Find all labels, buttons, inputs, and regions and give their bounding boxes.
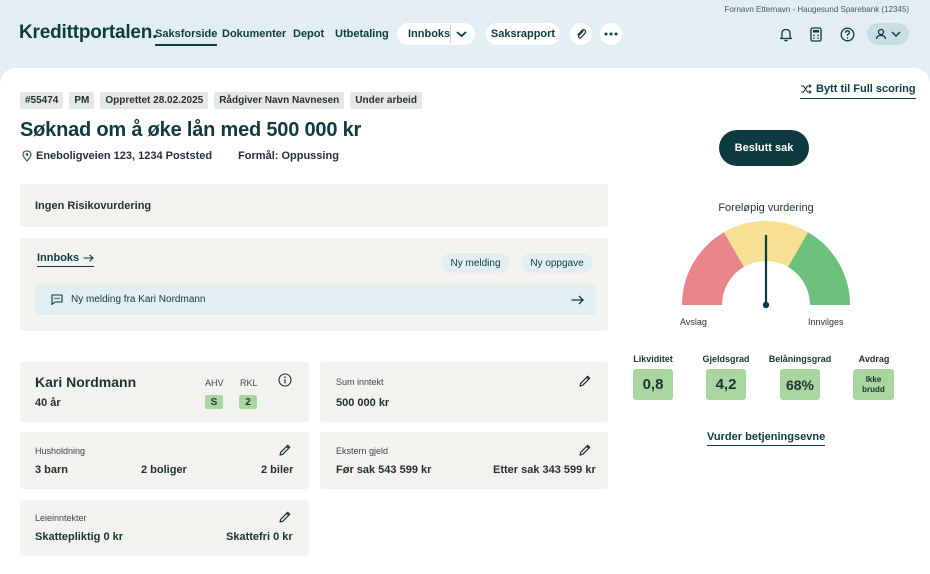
rkl-badge: 2 <box>239 395 257 409</box>
ahv-label: AHV <box>205 378 224 388</box>
nav-depot[interactable]: Depot <box>293 28 325 40</box>
edit-pencil-icon[interactable] <box>278 510 292 524</box>
created-tag: Opprettet 28.02.2025 <box>100 92 209 109</box>
shuffle-icon <box>801 84 812 94</box>
gauge-needle-pivot <box>762 301 770 309</box>
rent-taxable: Skattepliktig 0 kr <box>35 531 124 543</box>
debt-label: Ekstern gjeld <box>336 446 389 456</box>
kpi-label-liquidity: Likviditet <box>633 354 673 364</box>
risk-label: Ingen Risikovurdering <box>35 200 152 212</box>
product-tag: PM <box>69 92 95 109</box>
info-icon[interactable] <box>278 373 292 387</box>
household-cars: 2 biler <box>261 464 294 476</box>
inbox-dropdown[interactable]: Innboks <box>397 23 475 45</box>
divider <box>450 25 451 43</box>
debt-after: Etter sak 343 599 kr <box>493 464 596 476</box>
kpi-value-ltv: 68% <box>780 369 820 400</box>
status-tag: Under arbeid <box>350 92 422 109</box>
inbox-label: Innboks <box>408 28 451 40</box>
calculator-icon[interactable] <box>806 24 826 44</box>
household-homes: 2 boliger <box>141 464 187 476</box>
nav-saksforside[interactable]: Saksforside <box>155 28 218 46</box>
gauge-right-label: Innvilges <box>808 317 844 327</box>
nav-utbetaling[interactable]: Utbetaling <box>335 28 389 40</box>
chat-icon <box>51 294 63 305</box>
chevron-down-icon[interactable] <box>456 29 467 39</box>
attachment-icon[interactable] <box>570 23 592 45</box>
arrow-right-icon <box>571 295 584 304</box>
gauge-left-label: Avslag <box>680 317 707 327</box>
kpi-value-debt-ratio: 4,2 <box>706 369 746 400</box>
main-content: #55474 PM Opprettet 28.02.2025 Rådgiver … <box>0 68 930 574</box>
inbox-title: Innboks <box>37 252 80 264</box>
message-text: Ny melding fra Kari Nordmann <box>71 294 206 305</box>
assessment-title: Foreløpig vurdering <box>718 202 814 214</box>
kpi-label-ltv: Belåningsgrad <box>768 354 832 364</box>
income-card: Sum inntekt 500 000 kr <box>320 362 608 422</box>
service-capacity-link[interactable]: Vurder betjeningsevne <box>707 431 826 446</box>
new-message-button[interactable]: Ny melding <box>441 253 510 273</box>
nav-dokumenter[interactable]: Dokumenter <box>222 28 287 40</box>
message-item[interactable]: Ny melding fra Kari Nordmann <box>35 284 596 315</box>
ahv-badge: S <box>205 395 223 409</box>
decide-case-button[interactable]: Beslutt sak <box>719 130 809 166</box>
person-name: Kari Nordmann <box>35 374 137 390</box>
purpose: Formål: Oppussing <box>238 150 339 162</box>
user-icon <box>875 28 887 40</box>
debt-card: Ekstern gjeld Før sak 543 599 kr Etter s… <box>320 432 608 489</box>
case-tags: #55474 PM Opprettet 28.02.2025 Rådgiver … <box>20 92 422 109</box>
edit-pencil-icon[interactable] <box>278 443 292 457</box>
person-card: Kari Nordmann 40 år AHV S RKL 2 <box>20 362 309 422</box>
person-age: 40 år <box>35 397 61 409</box>
new-task-button[interactable]: Ny oppgave <box>521 253 593 273</box>
risk-panel: Ingen Risikovurdering <box>20 184 608 227</box>
household-children: 3 barn <box>35 464 69 476</box>
kpi-value-liquidity: 0,8 <box>633 369 673 400</box>
inbox-link[interactable]: Innboks <box>37 252 95 267</box>
bell-icon[interactable] <box>776 24 796 44</box>
gauge-red-segment <box>682 232 745 306</box>
debt-before: Før sak 543 599 kr <box>336 464 432 476</box>
advisor-tag: Rådgiver Navn Navnesen <box>214 92 345 109</box>
case-subline: Eneboligveien 123, 1234 Poststed Formål:… <box>22 150 339 162</box>
arrow-right-icon <box>83 254 94 262</box>
report-button[interactable]: Saksrapport <box>486 23 560 45</box>
gauge-green-segment <box>787 232 850 306</box>
edit-pencil-icon[interactable] <box>578 374 592 388</box>
rent-taxfree: Skattefri 0 kr <box>226 531 293 543</box>
app-logo[interactable]: Kredittportalen. <box>19 22 158 43</box>
assessment-gauge <box>682 221 850 309</box>
household-card: Husholdning 3 barn 2 boliger 2 biler <box>20 432 309 489</box>
user-menu[interactable] <box>867 23 909 45</box>
page-title: Søknad om å øke lån med 500 000 kr <box>20 119 362 141</box>
user-info: Fornavn Etternavn - Haugesund Sparebank … <box>724 5 909 14</box>
top-bar: Fornavn Etternavn - Haugesund Sparebank … <box>0 0 930 68</box>
income-label: Sum inntekt <box>336 377 384 387</box>
location-pin-icon <box>22 150 32 162</box>
rent-card: Leieinntekter Skattepliktig 0 kr Skattef… <box>20 500 309 556</box>
rkl-label: RKL <box>240 378 258 388</box>
switch-scoring-link[interactable]: Bytt til Full scoring <box>800 83 916 99</box>
kpi-label-debt-ratio: Gjeldsgrad <box>702 354 750 364</box>
address: Eneboligveien 123, 1234 Poststed <box>36 150 213 162</box>
help-icon[interactable] <box>837 24 857 44</box>
household-label: Husholdning <box>35 446 86 456</box>
switch-scoring-label: Bytt til Full scoring <box>816 83 916 95</box>
edit-pencil-icon[interactable] <box>578 443 592 457</box>
kpi-label-repayment: Avdrag <box>858 354 890 364</box>
rent-label: Leieinntekter <box>35 513 87 523</box>
more-options-icon[interactable] <box>600 23 622 45</box>
case-number-tag: #55474 <box>20 92 64 109</box>
income-value: 500 000 kr <box>336 397 390 409</box>
chevron-down-icon <box>891 31 901 38</box>
kpi-value-repayment: Ikke brudd <box>853 369 894 400</box>
